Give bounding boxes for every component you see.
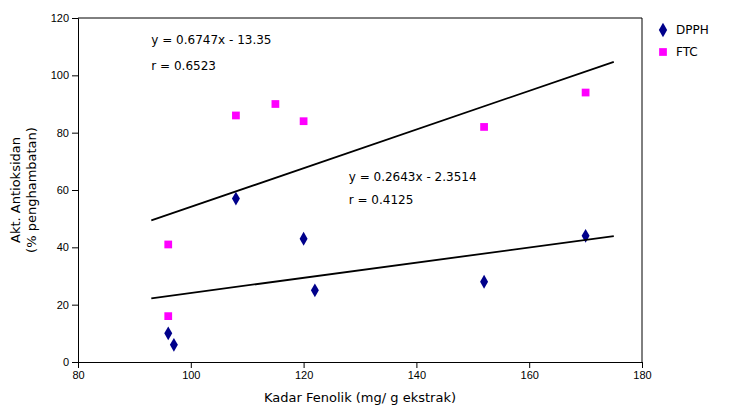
tick: 80 [57,127,78,139]
axis-line [72,19,79,363]
tick: 20 [57,299,78,311]
tick: 60 [57,184,78,196]
tick-mark [191,362,192,368]
tick-label: 140 [408,369,426,381]
point [582,89,590,97]
chart: 80 100 120 140 160 180 0 20 40 60 80 100 120 y = 0.67… [0,0,742,412]
plot: 80 100 120 140 160 180 0 20 40 60 80 100 120 y = 0.67… [51,12,652,381]
tick-label: 80 [72,369,84,381]
tick-label: 100 [51,69,69,81]
tick-mark [72,247,78,248]
tick: 140 [408,362,426,381]
point [300,232,308,246]
regression-line [151,62,613,221]
tick: 120 [51,12,78,24]
tick-mark [642,362,643,368]
regression-line [151,236,613,298]
frame [642,18,643,362]
annotations: y = 0.6747x - 13.35 r = 0.6523 y = 0.2643x… [151,33,476,208]
tick-label: 80 [57,127,69,139]
tick-label: 180 [633,369,651,381]
point [164,326,172,340]
legend-symbol [659,48,667,56]
tick-label: 120 [295,369,313,381]
tick-label: 100 [182,369,200,381]
point [300,117,308,125]
point [232,192,240,206]
point [480,275,488,289]
axis-line [79,363,643,369]
frame [78,18,642,19]
y-axis: 0 20 40 60 80 100 120 [51,12,79,368]
point [272,100,280,108]
tick: 0 [63,356,78,368]
tick-mark [72,305,78,306]
legend-item: DPPH [659,23,709,37]
tick: 40 [57,241,78,253]
legend: DPPH FTC [659,23,709,59]
y-axis-title: Akt. Antioksidan(% penghambatan) [8,127,39,253]
point [164,312,172,320]
x-axis: 80 100 120 140 160 180 [72,362,651,381]
point [480,123,488,131]
tick: 160 [521,362,539,381]
tick-mark [416,362,417,368]
tick-label: 160 [521,369,539,381]
tick: 180 [633,362,651,381]
tick: 100 [182,362,200,381]
tick-mark [529,362,530,368]
point [311,283,319,297]
legend-label: DPPH [676,23,709,37]
tick-label: 20 [57,299,69,311]
tick-mark [72,18,78,19]
annotation: r = 0.6523 [151,59,216,73]
legend-label: FTC [676,45,698,59]
tick-mark [304,362,305,368]
annotation: y = 0.2643x - 2.3514 [349,170,477,184]
tick-label: 40 [57,241,69,253]
x-axis-title: Kadar Fenolik (mg/ g ekstrak) [264,390,456,405]
point [164,241,172,249]
tick-mark [72,75,78,76]
tick-mark [72,362,78,363]
tick: 100 [51,69,78,81]
tick-label: 60 [57,184,69,196]
annotation: r = 0.4125 [349,193,414,207]
tick-label: 0 [63,356,69,368]
tick-mark [72,133,78,134]
tick-label: 120 [51,12,69,24]
marks [151,62,613,352]
point [170,338,178,352]
point [232,112,240,120]
tick: 80 [72,362,84,381]
annotation: y = 0.6747x - 13.35 [151,33,271,47]
tick: 120 [295,362,313,381]
legend-symbol [659,23,667,37]
legend-item: FTC [659,45,698,59]
tick-mark [72,190,78,191]
